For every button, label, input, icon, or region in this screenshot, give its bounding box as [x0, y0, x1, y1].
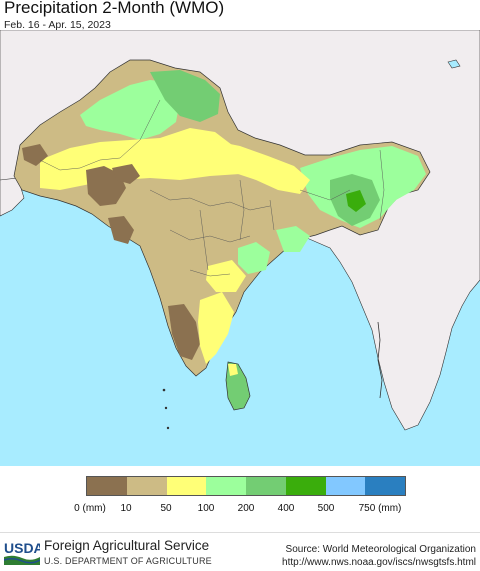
legend-label-3: 100 [197, 503, 215, 514]
green-north-west [80, 80, 180, 140]
brown-gujarat [108, 216, 134, 244]
legend-label-6: 500 [317, 503, 335, 514]
usda-logo: USDA [4, 540, 40, 565]
legend-label-5: 400 [277, 503, 295, 514]
island-2 [164, 406, 168, 410]
map-title: Precipitation 2-Month (WMO) [4, 0, 225, 17]
island-3 [166, 426, 170, 430]
andaman-islands [377, 321, 383, 399]
legend-swatch-0 [87, 477, 127, 495]
green-odisha [276, 226, 310, 252]
precipitation-legend [86, 476, 406, 496]
legend-swatch-7 [365, 477, 405, 495]
legend-label-4: 200 [237, 503, 255, 514]
legend-swatch-6 [325, 477, 366, 495]
internal-borders [39, 99, 385, 277]
sri-lanka-north [228, 364, 238, 376]
legend-swatch-1 [126, 477, 167, 495]
green-central [238, 242, 270, 274]
brown-karnataka [168, 304, 200, 360]
legend-swatch-2 [166, 477, 207, 495]
lake [447, 59, 461, 69]
legend-label-7: 750 (mm) [358, 503, 402, 514]
precipitation-map [0, 30, 480, 466]
island-1 [162, 388, 166, 392]
subcontinent-land [13, 59, 431, 377]
department-name: U.S. DEPARTMENT OF AGRICULTURE [44, 556, 212, 566]
legend-swatch-5 [285, 477, 326, 495]
yellow-andhra [206, 260, 246, 292]
legend-swatch-3 [206, 477, 246, 495]
brown-rajasthan-west [112, 164, 140, 184]
yellow-southeast [198, 292, 234, 364]
agency-name: Foreign Agricultural Service [44, 538, 210, 553]
svg-text:USDA: USDA [4, 540, 40, 556]
legend-label-1: 10 [120, 503, 132, 514]
legend-label-0: 0 (mm) [74, 503, 106, 514]
green-kashmir [150, 70, 220, 122]
yellow-gangetic [210, 140, 310, 194]
footer-divider [0, 532, 480, 533]
legend-label-2: 50 [160, 503, 172, 514]
source-url[interactable]: http://www.nws.noaa.gov/iscs/nwsgtsfs.ht… [282, 557, 476, 568]
green-bright-bangladesh [346, 190, 366, 212]
data-source: Source: World Meteorological Organizatio… [285, 544, 476, 555]
date-range: Feb. 16 - Apr. 15, 2023 [4, 19, 111, 31]
legend-swatch-4 [246, 477, 286, 495]
